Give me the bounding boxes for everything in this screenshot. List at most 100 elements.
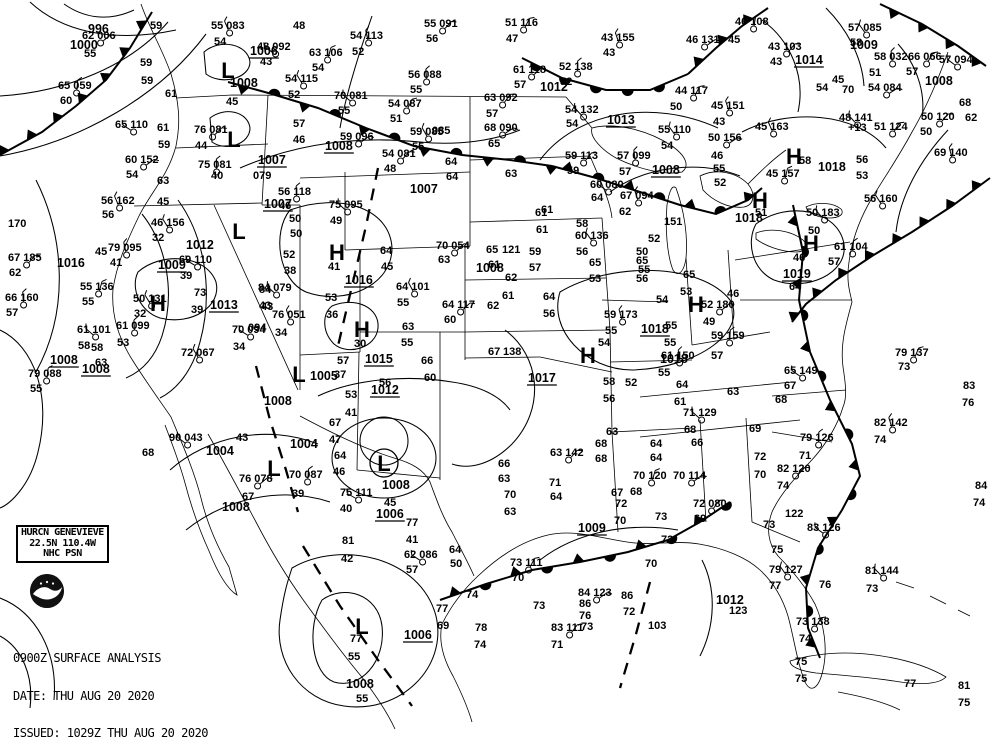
station-plot-value: 50 xyxy=(289,213,301,225)
station-plot-value: 123 xyxy=(729,605,747,617)
station-plot-value: 54 xyxy=(566,118,579,130)
isobar-value-label: 1012 xyxy=(540,80,568,94)
front-semicircle-marker xyxy=(329,109,341,118)
geography-outline xyxy=(611,431,619,533)
station-circle xyxy=(194,263,202,271)
station-plot-value: 51 116 xyxy=(505,17,538,29)
isobar-line xyxy=(0,33,207,157)
station-plot-value: 81 xyxy=(342,535,354,547)
station-plot-value: 72 xyxy=(754,451,766,463)
wind-barb xyxy=(948,147,953,157)
station-circle xyxy=(726,109,734,117)
isobar-value-label: 1000 xyxy=(70,38,98,52)
wind-barb-tick xyxy=(699,85,705,88)
station-plot-value: 61 xyxy=(488,259,500,271)
station-circle xyxy=(799,374,807,382)
wind-barb-tick xyxy=(411,97,418,100)
station-circle xyxy=(349,99,357,107)
wind-barb-tick xyxy=(848,110,850,116)
station-plot-value: 73 xyxy=(655,511,667,523)
station-plot-value: 73 xyxy=(898,361,910,373)
isobar-line xyxy=(557,269,735,371)
station-plot-value: 103 xyxy=(648,620,666,632)
wind-barb xyxy=(162,218,169,228)
station-plot-value: 65 xyxy=(636,255,648,267)
high-pressure-center: H xyxy=(803,231,819,256)
front-triangle-marker xyxy=(945,38,956,50)
station-plot-value: 60 xyxy=(60,95,72,107)
wind-barb-tick xyxy=(144,289,148,296)
wind-barb-tick xyxy=(308,465,313,470)
wind-barb-tick xyxy=(368,135,374,138)
geography-outline xyxy=(601,299,669,303)
station-plot-value: 72 xyxy=(615,498,627,510)
station-plot-value: 55 xyxy=(658,367,670,379)
legend-line-title: 0900Z SURFACE ANALYSIS xyxy=(13,651,161,665)
station-plot-value: 84 123 xyxy=(578,587,612,599)
station-circle xyxy=(811,625,819,633)
front-triangle-marker xyxy=(135,20,147,31)
station-circle xyxy=(423,78,431,86)
front-triangle-marker xyxy=(918,21,929,33)
station-plot-value: 61 150 xyxy=(661,350,695,362)
wind-barb xyxy=(192,348,199,358)
station-plot-value: 58 xyxy=(91,342,103,354)
geography-outline xyxy=(691,331,771,346)
station-circle xyxy=(254,482,262,490)
wind-barb-tick xyxy=(787,165,793,169)
station-plot-value: 73 xyxy=(866,583,878,595)
station-plot-value: 151 xyxy=(664,216,682,228)
wind-barb xyxy=(614,32,619,42)
station-plot-value: 56 xyxy=(576,246,588,258)
geography-outline xyxy=(611,427,693,433)
station-plot-value: 57 xyxy=(486,108,498,120)
station-circle xyxy=(632,159,640,167)
station-plot-value: 67 185 xyxy=(8,252,42,264)
station-plot-value: 67 xyxy=(611,487,623,499)
wind-barb xyxy=(402,151,410,159)
station-plot-value: 65 110 xyxy=(115,119,148,131)
isobar-value-label: 996 xyxy=(88,22,109,36)
isobar-line xyxy=(451,329,536,467)
station-plot-value: 69 140 xyxy=(934,147,968,159)
station-plot-value: 43 xyxy=(236,432,248,444)
station-plot-value: 63 xyxy=(95,357,107,369)
wind-barb xyxy=(677,350,680,360)
wind-barb xyxy=(890,51,893,61)
geography-outline xyxy=(601,217,611,331)
trough-line xyxy=(254,365,300,513)
station-circle xyxy=(247,333,255,341)
wind-barb-tick xyxy=(123,238,128,243)
isobar-line xyxy=(239,129,521,169)
geography-outline xyxy=(699,419,707,523)
station-plot-value: 46 156 xyxy=(151,217,185,229)
station-plot-value: 72 067 xyxy=(181,347,215,359)
front-triangle-marker xyxy=(623,179,635,191)
front-semicircle-marker xyxy=(817,370,827,383)
front-triangle-marker xyxy=(824,400,836,412)
front-triangle-marker xyxy=(635,539,647,550)
station-circle xyxy=(213,168,221,176)
front-triangle-marker xyxy=(787,214,798,227)
station-plot-value: 60 xyxy=(444,314,456,326)
wind-barb xyxy=(28,255,36,263)
station-plot-value: 63 xyxy=(606,426,618,438)
station-plot-value: 46 xyxy=(293,134,305,146)
wind-barb xyxy=(848,115,856,123)
geography-outline xyxy=(789,652,947,685)
station-circle xyxy=(130,128,138,136)
front-triangle-marker xyxy=(418,146,431,157)
station-plot-value: 48 xyxy=(293,20,305,32)
station-circle xyxy=(273,291,281,299)
wind-barb xyxy=(634,190,639,200)
wind-barb-tick xyxy=(153,158,160,162)
high-pressure-center: H xyxy=(752,188,768,213)
station-plot-value: 66 160 xyxy=(5,292,39,304)
station-circle xyxy=(123,251,131,259)
station-circle xyxy=(226,29,234,37)
station-circle xyxy=(499,101,507,109)
wind-barb xyxy=(725,100,729,110)
station-plot-value: 76 xyxy=(962,397,974,409)
station-plot-value: 64 xyxy=(446,171,459,183)
station-plot-value: 41 xyxy=(345,407,357,419)
